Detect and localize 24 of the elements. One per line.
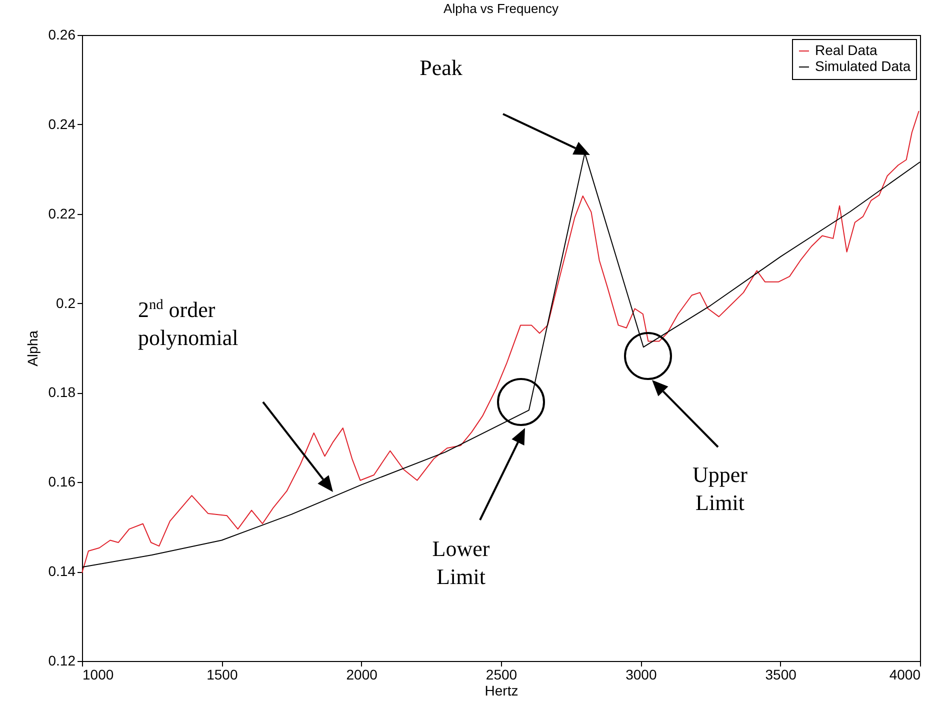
y-tick-label: 0.12 (48, 652, 76, 668)
legend-label: Simulated Data (815, 58, 911, 74)
chart-title: Alpha vs Frequency (444, 1, 559, 16)
legend-label: Real Data (815, 42, 878, 58)
x-tick-label: 3000 (626, 666, 657, 682)
annotation: Upper Limit (692, 462, 748, 515)
y-tick-label: 0.26 (48, 26, 76, 42)
y-tick-label: 0.24 (48, 116, 76, 132)
x-tick-label: 2000 (346, 666, 378, 682)
y-tick-label: 0.14 (48, 563, 76, 580)
y-axis-title: Alpha (24, 330, 40, 366)
annotation: Lower Limit (432, 536, 490, 589)
y-tick-label: 0.16 (48, 474, 76, 490)
x-tick-label: 2500 (486, 666, 518, 682)
y-tick-label: 0.18 (48, 384, 76, 400)
y-tick-label: 0.22 (48, 205, 76, 222)
x-axis-title: Hertz (484, 682, 518, 698)
x-tick-label: 1500 (206, 666, 238, 682)
y-tick-label: 0.2 (56, 294, 76, 311)
annotation: 2$^{nd}$ order polynomial (138, 297, 238, 350)
x-tick-label: 1000 (82, 666, 114, 682)
annotation: Peak (420, 55, 462, 80)
x-tick-label: 4000 (889, 666, 921, 682)
x-tick-label: 3500 (765, 666, 797, 682)
